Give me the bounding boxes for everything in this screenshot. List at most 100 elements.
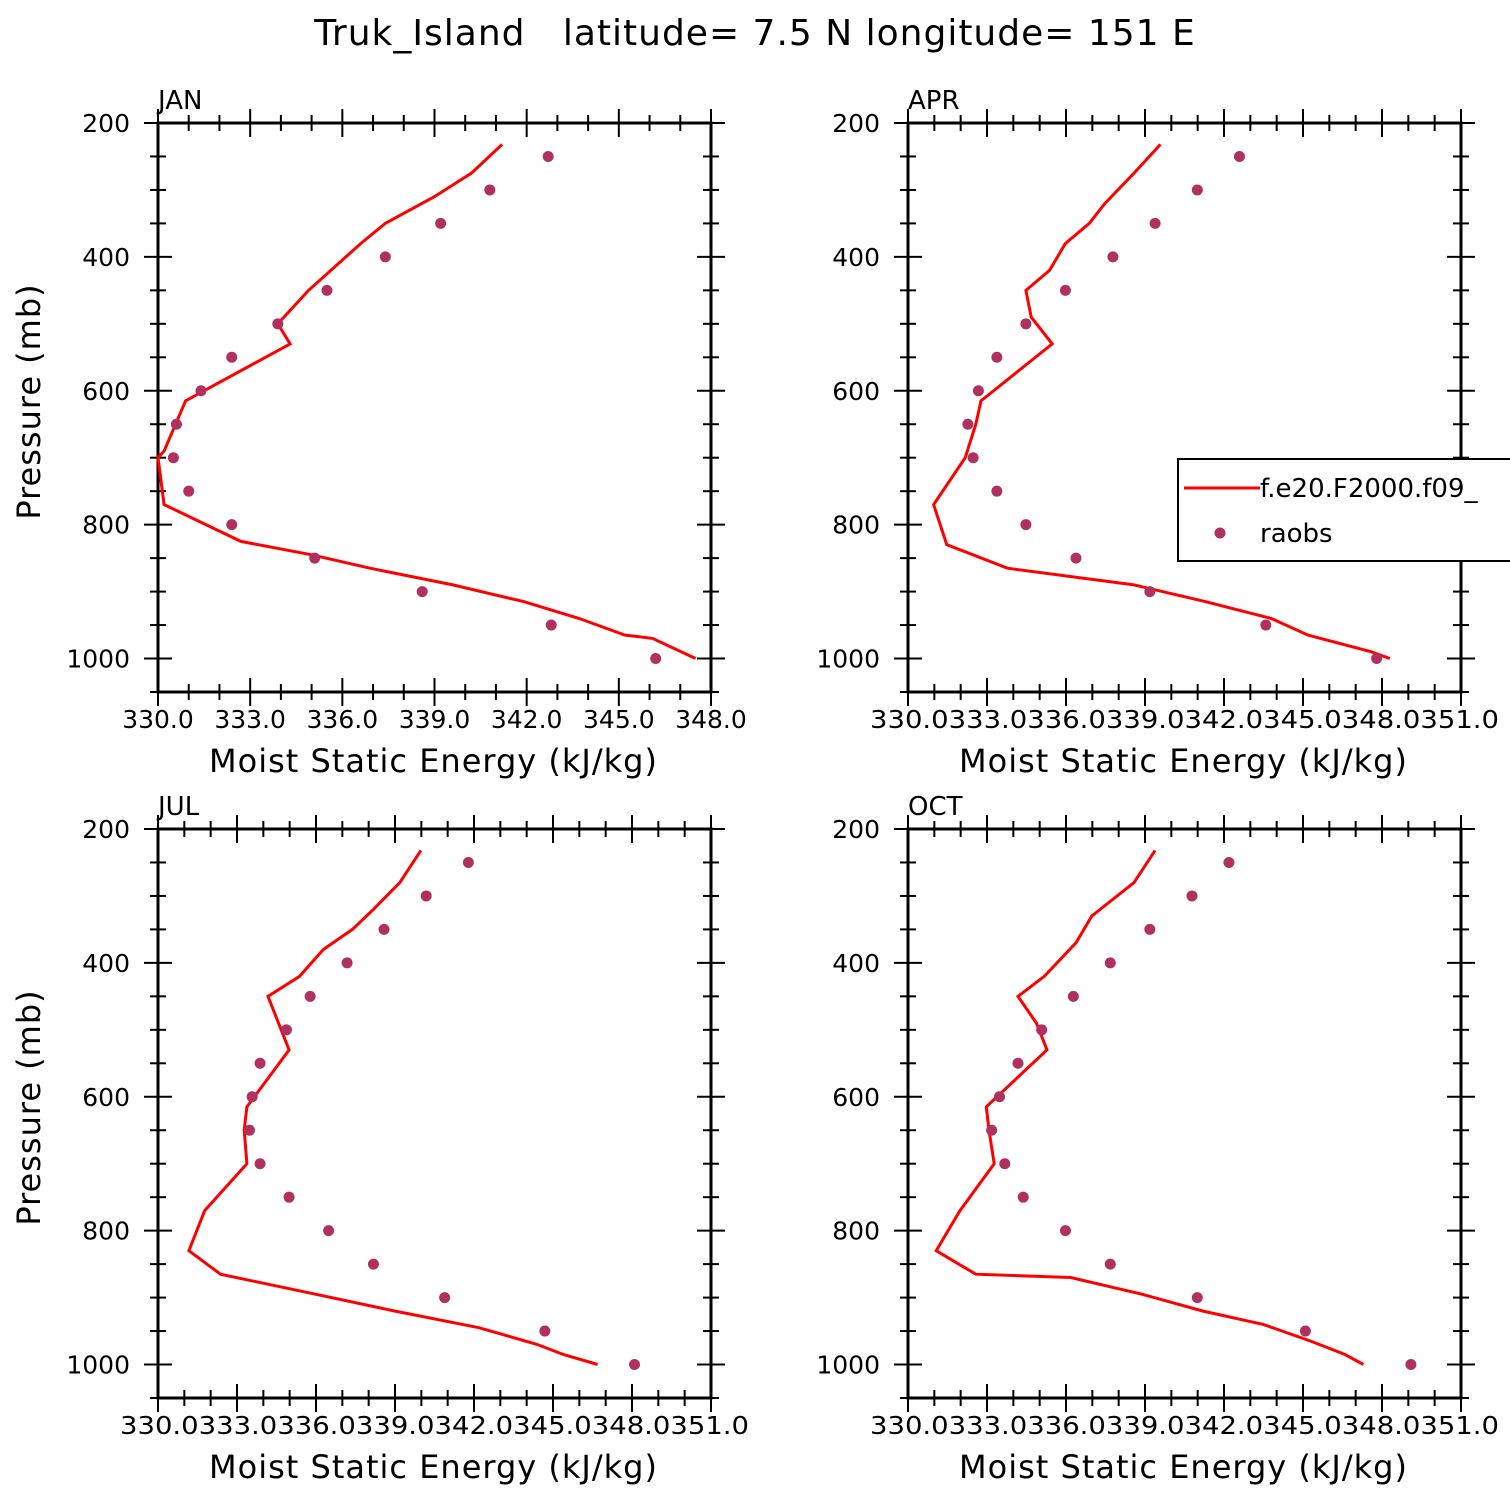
y-tick-label: 800 (832, 511, 880, 540)
x-axis-title: Moist Static Energy (kJ/kg) (209, 1448, 658, 1486)
raobs-point (1107, 251, 1119, 263)
raobs-point (1186, 890, 1198, 902)
y-tick-label: 800 (82, 1217, 130, 1246)
tick-marks (894, 109, 1475, 706)
y-tick-label: 1000 (66, 645, 130, 674)
y-tick-label: 600 (82, 377, 130, 406)
raobs-point (484, 184, 496, 196)
raobs-point (1059, 284, 1071, 296)
raobs-point (991, 485, 1003, 497)
x-tick-labels: 330.0333.0336.0339.0342.0345.0348.0351.0 (870, 1411, 1499, 1440)
raobs-point (244, 1124, 256, 1136)
raobs-point (539, 1325, 551, 1337)
raobs-point (462, 856, 474, 868)
plot-frame (156, 827, 713, 1400)
tick-marks (144, 109, 725, 706)
y-axis-title: Pressure (mb) (10, 283, 48, 519)
y-tick-label: 200 (832, 109, 880, 138)
raobs-point (195, 385, 207, 397)
raobs-point (1036, 1024, 1048, 1036)
raobs-point (280, 1024, 292, 1036)
raobs-point (1067, 990, 1079, 1002)
raobs-point (254, 1057, 266, 1069)
y-tick-label: 600 (832, 1083, 880, 1112)
raobs-point (341, 957, 353, 969)
x-tick-label: 348.0 (675, 705, 747, 734)
raobs-point (1191, 184, 1203, 196)
x-axis-title: Moist Static Energy (kJ/kg) (209, 742, 658, 780)
raobs-point (367, 1258, 379, 1270)
raobs-point (1260, 619, 1272, 631)
raobs-point (246, 1091, 258, 1103)
panel-jul: JUL 200 400 600 800 1000 330.0333.0336.0339.03… (10, 792, 749, 1486)
raobs-point (994, 1091, 1006, 1103)
panel-jan: JAN 200 400 600 800 1000 330.0 333.0 336.0 339.0 3… (10, 86, 747, 780)
panel-apr: APR 200 400 600 800 1000 330.0333.0336.0339.03… (816, 86, 1499, 780)
raobs-point (309, 552, 321, 564)
model-line (934, 849, 1365, 1366)
y-tick-label: 1000 (816, 645, 880, 674)
y-tick-label: 800 (82, 511, 130, 540)
y-tick-label: 1000 (66, 1351, 130, 1380)
raobs-point (1017, 1191, 1029, 1203)
model-line (187, 849, 599, 1366)
raobs-point (1405, 1359, 1417, 1371)
panel-label: JAN (156, 86, 202, 116)
tick-marks (144, 815, 725, 1412)
plot-frame (906, 827, 1463, 1400)
raobs-point (170, 418, 182, 430)
chart-title: Truk_Island latitude= 7.5 N longitude= 1… (313, 13, 1196, 54)
x-tick-label: 345.0 (583, 705, 655, 734)
raobs-point (435, 217, 447, 229)
raobs-point (226, 351, 238, 363)
raobs-point (439, 1292, 451, 1304)
plot-frame (906, 121, 1463, 694)
raobs-point (254, 1158, 266, 1170)
raobs-point (1012, 1057, 1024, 1069)
x-tick-labels: 330.0333.0336.0339.0342.0345.0348.0351.0 (120, 1411, 749, 1440)
y-tick-label: 200 (832, 815, 880, 844)
legend-obs-label: raobs (1260, 519, 1333, 549)
y-tick-label: 600 (82, 1083, 130, 1112)
y-tick-label: 600 (832, 377, 880, 406)
panel-label: APR (908, 86, 960, 116)
raobs-point (416, 586, 428, 598)
raobs-point (991, 351, 1003, 363)
x-axis-title: Moist Static Energy (kJ/kg) (959, 742, 1408, 780)
x-tick-label: 342.0 (491, 705, 563, 734)
raobs-point (1299, 1325, 1311, 1337)
raobs-point (304, 990, 316, 1002)
y-axis-title: Pressure (mb) (10, 989, 48, 1225)
x-tick-labels: 330.0333.0336.0339.0342.0345.0348.0351.0 (870, 705, 1499, 734)
raobs-point (1020, 318, 1032, 330)
plot-frame (156, 121, 713, 694)
raobs-point (1149, 217, 1161, 229)
raobs-point (378, 923, 390, 935)
y-tick-label: 400 (82, 243, 130, 272)
legend-model-label: f.e20.F2000.f09_ (1260, 474, 1478, 504)
tick-marks (894, 815, 1475, 1412)
y-tick-label: 1000 (816, 1351, 880, 1380)
y-tick-label: 200 (82, 109, 130, 138)
y-tick-label: 400 (832, 243, 880, 272)
y-tick-label: 400 (82, 949, 130, 978)
raobs-point (321, 284, 333, 296)
panel-oct: OCT 200 400 600 800 1000 330.0333.0336.0339.03… (816, 792, 1499, 1486)
raobs-point (1070, 552, 1082, 564)
raobs-point (323, 1225, 335, 1237)
x-tick-label: 333.0 (214, 705, 286, 734)
model-line (931, 143, 1391, 660)
raobs-point (272, 318, 284, 330)
raobs-point (650, 653, 662, 665)
raobs-point (1104, 957, 1116, 969)
raobs-point (1020, 519, 1032, 531)
raobs-point (629, 1359, 641, 1371)
raobs-point (1104, 1258, 1116, 1270)
panel-label: OCT (908, 792, 963, 822)
y-tick-label: 800 (832, 1217, 880, 1246)
raobs-point (379, 251, 391, 263)
x-tick-label: 330.0 (122, 705, 194, 734)
panels-group: JAN 200 400 600 800 1000 330.0 333.0 336.0 339.0 3… (10, 86, 1499, 1486)
